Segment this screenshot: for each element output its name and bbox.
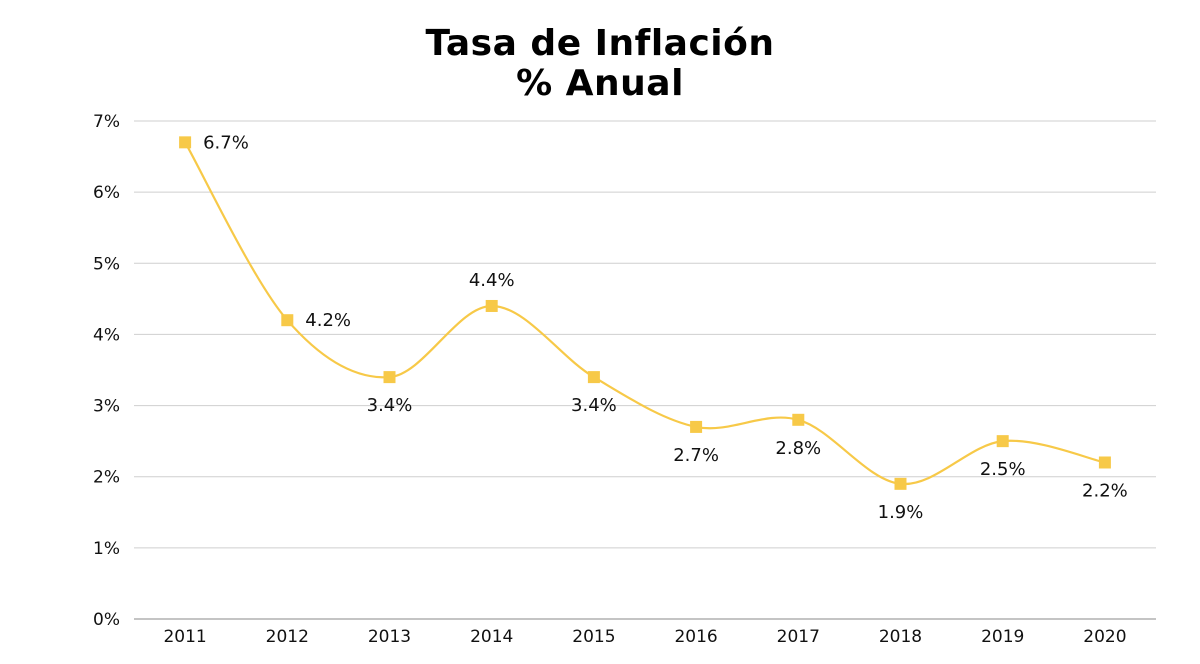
series-line [184, 141, 1106, 485]
data-point-marker [383, 371, 396, 384]
y-tick-label: 4% [93, 325, 120, 345]
x-tick-label: 2012 [266, 627, 309, 647]
data-label: 6.7% [203, 132, 249, 153]
data-point-marker [996, 435, 1009, 448]
chart-title-block: Tasa de Inflación % Anual [0, 24, 1200, 104]
data-point-marker [690, 420, 703, 433]
y-tick-label: 1% [93, 539, 120, 559]
data-point-marker [587, 371, 600, 384]
x-tick-label: 2011 [163, 627, 206, 647]
x-tick-label: 2015 [572, 627, 615, 647]
y-tick-label: 0% [93, 610, 120, 630]
data-label: 2.5% [980, 459, 1026, 480]
data-label: 1.9% [878, 502, 924, 523]
data-label: 3.4% [367, 395, 413, 416]
chart-title: Tasa de Inflación [425, 23, 775, 64]
data-label: 2.7% [673, 445, 719, 466]
data-label: 4.4% [469, 270, 515, 291]
x-tick-label: 2018 [879, 627, 922, 647]
data-label: 2.2% [1082, 480, 1128, 501]
x-tick-label: 2019 [981, 627, 1024, 647]
data-point-marker [1098, 456, 1111, 469]
data-label: 4.2% [305, 310, 351, 331]
x-tick-label: 2020 [1083, 627, 1126, 647]
data-point-marker [179, 136, 192, 149]
data-label: 2.8% [775, 438, 821, 459]
x-tick-label: 2016 [674, 627, 717, 647]
data-point-marker [485, 299, 498, 312]
y-tick-label: 5% [93, 254, 120, 274]
chart-subtitle: % Anual [516, 63, 684, 104]
y-tick-label: 3% [93, 397, 120, 417]
x-tick-label: 2017 [777, 627, 820, 647]
x-tick-label: 2014 [470, 627, 513, 647]
data-point-marker [894, 477, 907, 490]
y-tick-label: 2% [93, 468, 120, 488]
y-tick-label: 7% [93, 112, 120, 132]
data-point-marker [281, 314, 294, 327]
y-tick-label: 6% [93, 183, 120, 203]
data-label: 3.4% [571, 395, 617, 416]
data-point-marker [792, 413, 805, 426]
x-tick-label: 2013 [368, 627, 411, 647]
